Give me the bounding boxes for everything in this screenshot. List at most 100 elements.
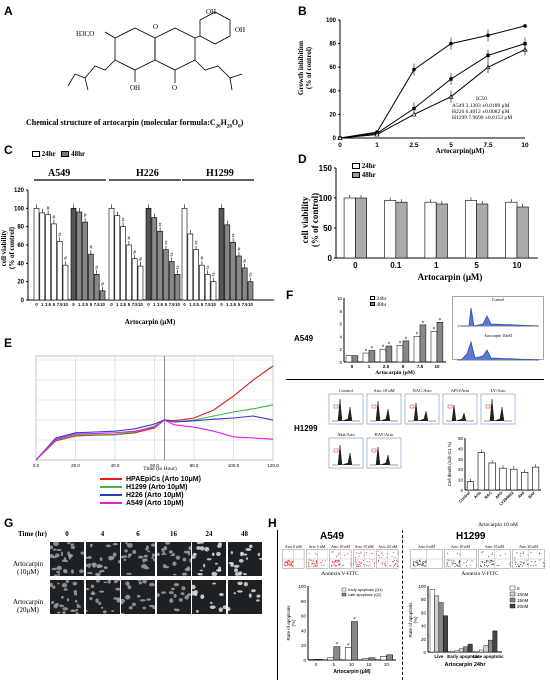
flow-dotplot-plot — [512, 549, 545, 569]
chart-c-bar — [99, 290, 106, 301]
flow-dotplot-title: Arto 20 nM — [519, 544, 538, 549]
chart-c-ylabel: cell viability (% of control) — [0, 226, 16, 270]
chart-e-legend-item: H1299 (Arto 10μM) — [100, 484, 201, 492]
chart-c-xtick-label: 10 — [100, 302, 105, 307]
micrograph-cell — [65, 580, 70, 583]
micrograph-cell — [168, 598, 173, 603]
chart-h1-ytick-label: 100 — [298, 584, 306, 589]
micrograph-cell — [103, 566, 106, 569]
chart-e-legend: HPAEpiCs (Arto 10μM) H1299 (Arto 10μM) H22… — [100, 476, 201, 508]
micrograph-cell — [136, 594, 141, 598]
chart-c-bar — [247, 281, 254, 301]
flow-dotplot-event — [336, 561, 338, 563]
chart-b-ytick-label: 80 — [329, 42, 336, 48]
micrograph-cell — [100, 606, 103, 609]
flow-dotplot-event — [393, 561, 395, 563]
flow-dotplot-event — [479, 564, 481, 566]
chart-c-xtick-label: 10 — [248, 302, 253, 307]
chart-c-sig-mark: # — [232, 233, 235, 239]
chart-d-bar — [516, 206, 529, 259]
chart-b-ylabel: Growth inhibition (% of control) — [297, 40, 313, 96]
chart-c-sig-mark: # — [90, 245, 93, 251]
chart-f1-bar — [430, 331, 438, 363]
flow-dotplot-event — [344, 555, 346, 557]
chart-b-point — [337, 135, 343, 140]
flow-dotplot-event — [320, 565, 322, 567]
chart-c-bar — [70, 208, 77, 301]
chart-b-ytick-label: 60 — [329, 65, 336, 71]
chart-h1-ytick-label: 0 — [303, 658, 306, 663]
chart-b-xtick-label: 7.5 — [483, 142, 492, 149]
chart-b-ytick-label: 0 — [333, 136, 337, 142]
chart-f1-sig-mark: # — [422, 319, 425, 324]
micrograph-cell — [218, 607, 223, 613]
chart-e-legend-swatch — [100, 486, 122, 489]
chart-e-legend-swatch — [100, 478, 122, 481]
micrograph-cell — [86, 572, 93, 575]
micrograph-cell — [237, 573, 241, 576]
chart-d-ytick-label: 50 — [323, 224, 332, 233]
flow-histogram-6: BAY/Arto — [366, 432, 402, 472]
micrograph-cell — [255, 599, 260, 602]
flow-dotplot-event — [324, 560, 326, 562]
flow-dotplot-event — [487, 564, 489, 566]
micrograph-cell — [98, 570, 102, 574]
structure-label-o-ring: O — [153, 23, 159, 31]
flow-dotplot-event — [291, 566, 293, 568]
chart-h2-ytick-label: 100 — [418, 584, 426, 589]
chart-c-bar — [210, 281, 217, 301]
flow-dotplot-event — [315, 561, 317, 563]
chart-f2-bar — [477, 452, 485, 491]
micrograph-r0-t48 — [227, 542, 262, 576]
flow-dotplot-event — [316, 554, 318, 556]
flow-dotplot-event — [534, 561, 536, 563]
micrograph-cell — [196, 546, 201, 550]
flow-histogram-4: LY/Arto — [480, 388, 516, 428]
chart-h2-bar — [458, 648, 464, 653]
chart-h-h1299-apoptosis: 0 20 40 60 80 100 Rate of apoptosis (%) Live Earl… — [408, 584, 529, 668]
flow-dotplot-event — [417, 563, 419, 565]
flow-dotplot-event — [530, 552, 532, 554]
flow-histogram-peaks — [484, 398, 512, 422]
micrograph-cell — [160, 553, 167, 556]
flow-dotplot-event — [371, 552, 373, 554]
flow-dotplot-event — [519, 555, 521, 557]
flow-dotplot-event — [392, 560, 394, 562]
flow-dotplot-event — [369, 564, 371, 566]
flow-dotplot-event — [359, 561, 361, 563]
micrograph-cell — [94, 598, 99, 603]
micrograph-cell — [90, 592, 95, 596]
flow-dotplot-event — [456, 564, 458, 566]
chart-c-bar — [181, 208, 188, 301]
chart-b-legend-h1299: H1299 7.9690 ±0.0153 μM — [452, 115, 513, 121]
micrograph-cell — [92, 563, 96, 568]
chart-c-sig-mark: # — [243, 259, 246, 265]
flow-dotplot-event — [316, 564, 318, 566]
micrograph-cell — [242, 553, 247, 556]
flow-dotplot-event — [481, 560, 483, 562]
micrograph-cell — [78, 605, 81, 608]
micrograph-cell — [56, 570, 61, 574]
micrograph-cell — [171, 561, 176, 566]
chart-h2-legend-label: 10nM — [517, 592, 529, 597]
chart-h2-ytick-label: 60 — [421, 610, 427, 615]
flow-dotplot-event — [284, 562, 286, 564]
flow-dotplot-event — [424, 560, 426, 562]
micrograph-cell — [180, 592, 185, 596]
chart-c-sig-mark: # — [249, 273, 252, 279]
flow-dotplot-event — [366, 560, 368, 562]
chart-d-xtick-label: 0 — [353, 261, 358, 270]
panel-h-left-border — [277, 530, 278, 680]
chart-h1-legend-swatch-early — [341, 587, 347, 592]
chart-f2-bar — [532, 466, 540, 491]
micrograph-cell — [178, 598, 183, 602]
chart-c-xtick-label: 1 — [226, 302, 229, 307]
chart-c-xtick-label: 5 — [238, 302, 241, 307]
micrograph-cell — [147, 550, 151, 553]
micrograph-cell — [212, 582, 217, 585]
chart-f1-sig-mark: # — [416, 330, 419, 335]
flow-dotplot-event — [390, 565, 392, 567]
chart-c-sig-mark: # — [206, 265, 209, 271]
chart-cell-index: 0.0 20.0 40.0 60.0 80.0 100.0 120.0 — [33, 355, 279, 468]
chart-b-legend: A549 3.1303 ±0.0189 μM H226 6.4012 ±0.00… — [452, 103, 512, 121]
